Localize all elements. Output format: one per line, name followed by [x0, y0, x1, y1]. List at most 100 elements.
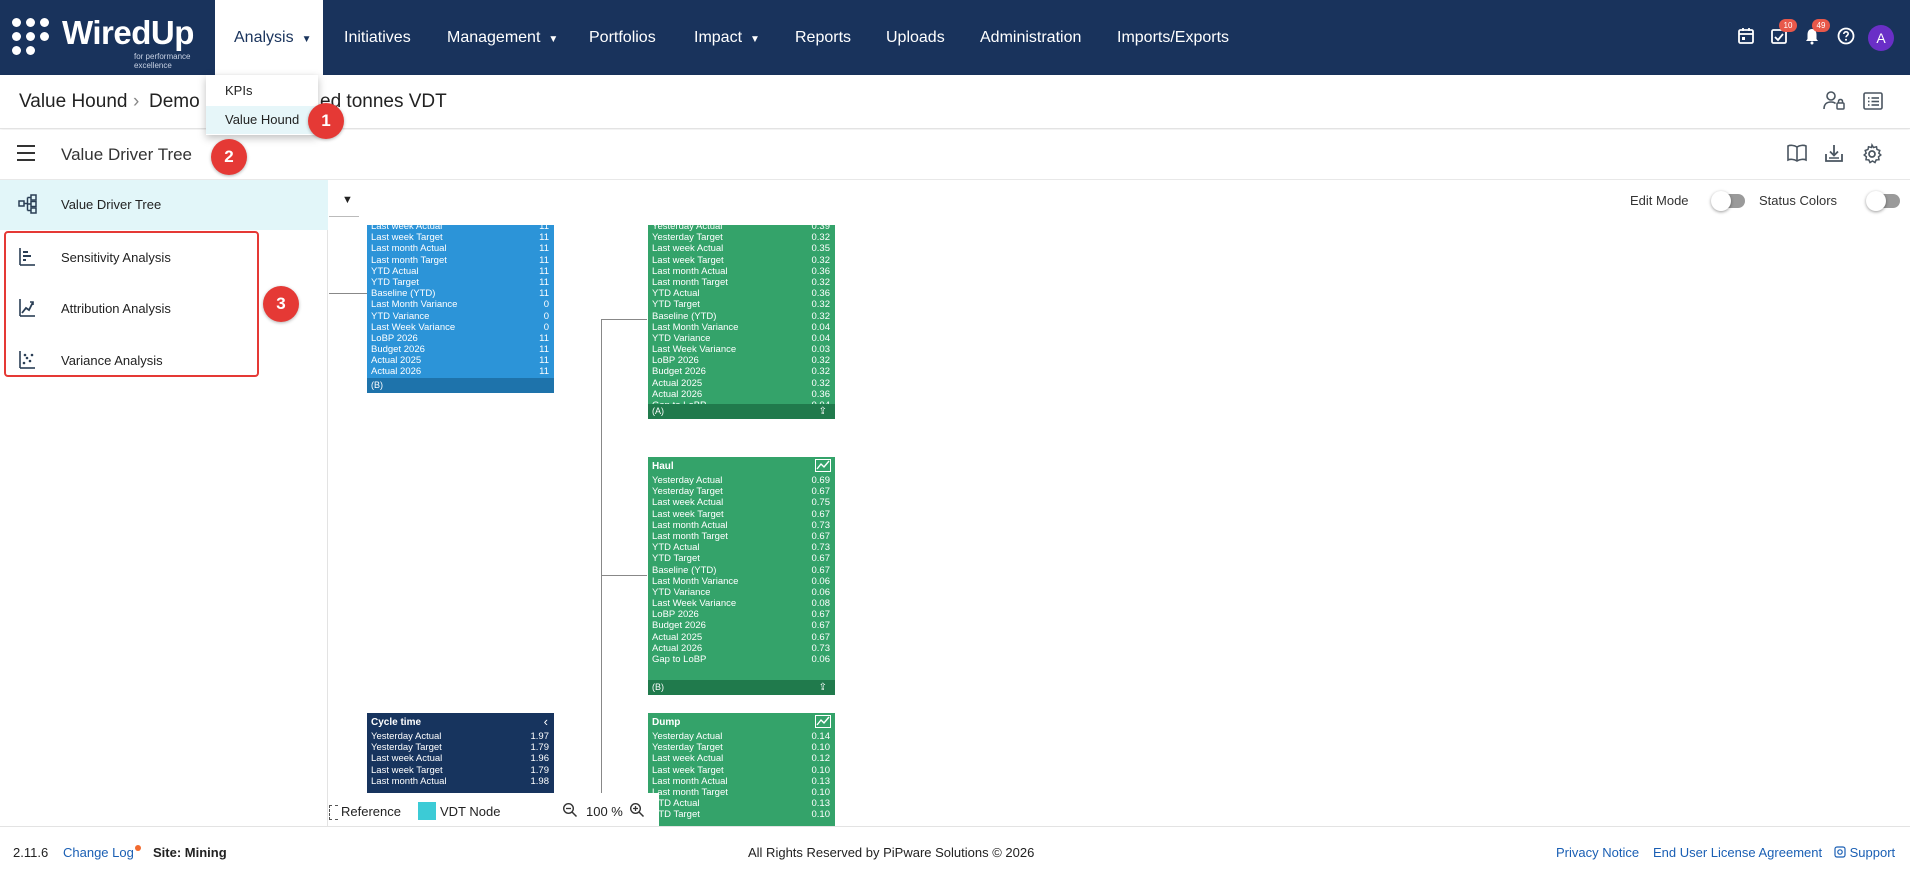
chevron-down-icon: ▼	[301, 34, 312, 45]
metric-value: 0	[543, 310, 549, 322]
vdt-node-green-top[interactable]: Yesterday Actual 0.39 Yesterday Target 0.32…	[648, 225, 835, 419]
node-metric-row: Last month Target 0.10	[648, 787, 835, 798]
chevron-right-icon: ›	[133, 91, 140, 112]
node-metric-row: Last week Target 0.32	[648, 255, 835, 266]
node-metric-row: Actual 2026 0.73	[648, 643, 835, 654]
tasks-icon[interactable]: 10	[1769, 19, 1797, 47]
support-label: Support	[1849, 845, 1896, 860]
metric-value: 11	[539, 254, 549, 266]
user-lock-icon[interactable]	[1822, 90, 1846, 114]
list-view-icon[interactable]	[1861, 90, 1885, 114]
vdt-canvas[interactable]: ▼ Edit Mode Status Colors Last week Actu…	[329, 180, 1910, 826]
nav-management[interactable]: Management ▼	[447, 0, 558, 75]
sidebar-item-sensitivity-analysis[interactable]: Sensitivity Analysis	[0, 233, 328, 283]
metric-label: Gap to LoBP	[652, 654, 707, 665]
site-label: Site: Mining	[153, 845, 227, 860]
node-footer: (B) ⇪	[648, 680, 835, 695]
metric-value: 0.10	[811, 809, 831, 821]
nav-portfolios[interactable]: Portfolios	[589, 29, 656, 46]
node-metric-row: LoBP 2026 0.67	[648, 609, 835, 620]
vdt-node-haul[interactable]: Haul Yesterday Actual 0.69 Yesterday Targe…	[648, 457, 835, 695]
sidebar-item-value-driver-tree[interactable]: Value Driver Tree	[0, 180, 328, 230]
menu-item-value-hound[interactable]: Value Hound	[206, 106, 318, 134]
analysis-options-highlight	[4, 231, 259, 377]
zoom-out-icon[interactable]	[562, 802, 578, 818]
metric-label: Last week Target	[371, 232, 443, 244]
metric-value: 0.06	[811, 575, 831, 587]
menu-item-kpis[interactable]: KPIs	[225, 83, 253, 98]
nav-initiatives[interactable]: Initiatives	[344, 29, 411, 46]
hamburger-menu-icon[interactable]	[17, 145, 35, 161]
chevron-down-icon[interactable]: ▼	[342, 194, 353, 206]
metric-value: 0.13	[811, 775, 831, 787]
chevron-left-icon[interactable]: ‹	[543, 714, 548, 729]
node-metric-row: Yesterday Target 0.67	[648, 486, 835, 497]
collapse-up-icon[interactable]: ⇪	[818, 682, 827, 693]
chart-icon[interactable]	[815, 715, 831, 728]
collapse-up-icon[interactable]: ⇪	[818, 406, 827, 417]
metric-label: Yesterday Actual	[652, 475, 723, 486]
breadcrumb-root[interactable]: Value Hound	[19, 91, 128, 112]
metric-value: 11	[539, 225, 549, 232]
sidebar-item-label: Value Driver Tree	[61, 197, 162, 212]
bell-icon[interactable]: 49	[1802, 19, 1830, 47]
vdt-node-dump[interactable]: Dump Yesterday Actual 0.14 Yesterday Targe…	[648, 713, 835, 826]
nav-impact[interactable]: Impact ▼	[694, 0, 760, 75]
metric-label: YTD Actual	[652, 798, 700, 810]
zoom-level: 100 %	[586, 804, 623, 819]
support-link[interactable]: Support	[1834, 845, 1895, 860]
book-icon[interactable]	[1785, 143, 1809, 167]
edit-mode-toggle[interactable]	[1711, 191, 1745, 211]
metric-value: 0.67	[811, 609, 831, 621]
metric-label: LoBP 2026	[652, 609, 699, 621]
eula-link[interactable]: End User License Agreement	[1653, 845, 1823, 860]
node-metric-row: Actual 2026 0.36	[648, 389, 835, 400]
metric-value: 0	[543, 321, 549, 333]
sidebar-item-attribution-analysis[interactable]: Attribution Analysis	[0, 284, 328, 334]
nav-analysis-label: Analysis	[234, 29, 294, 46]
chart-icon[interactable]	[815, 459, 831, 472]
metric-value: 11	[539, 288, 549, 300]
avatar[interactable]: A	[1868, 25, 1894, 51]
metric-label: Yesterday Actual	[652, 225, 723, 232]
changelog-link[interactable]: Change Log	[63, 845, 141, 860]
metric-value: 0.36	[811, 265, 831, 277]
metric-value: 0.06	[811, 654, 831, 665]
sidebar-item-variance-analysis[interactable]: Variance Analysis	[0, 336, 328, 386]
download-icon[interactable]	[1822, 143, 1846, 167]
node-metric-row: Last month Target 0.67	[648, 531, 835, 542]
nav-administration[interactable]: Administration	[980, 29, 1082, 46]
gear-icon[interactable]	[1860, 142, 1884, 167]
metric-label: Last week Actual	[371, 225, 443, 232]
nav-uploads[interactable]: Uploads	[886, 29, 945, 46]
metric-label: Actual 2026	[652, 642, 703, 654]
node-metric-row: Last week Target 1.79	[367, 765, 554, 776]
vdt-node-blue[interactable]: Last week Actual 11 Last week Target 11 Last…	[367, 225, 554, 393]
node-footer: (A) ⇪	[648, 404, 835, 419]
node-metric-row: Last Month Variance 0	[367, 299, 554, 310]
metric-label: YTD Target	[652, 553, 700, 565]
metric-label: Last month Actual	[371, 775, 447, 787]
zoom-in-icon[interactable]	[629, 802, 645, 818]
nav-reports[interactable]: Reports	[795, 29, 852, 46]
node-metric-row: Yesterday Target 0.32	[648, 232, 835, 243]
metric-value: 0.36	[811, 288, 831, 300]
calendar-icon[interactable]	[1736, 27, 1756, 47]
metric-value: 0.10	[811, 786, 831, 798]
metric-value: 0.08	[811, 598, 831, 610]
help-icon[interactable]	[1836, 27, 1856, 47]
node-metric-row: Last month Actual 0.36	[648, 266, 835, 277]
node-metric-row: YTD Actual 0.13	[648, 798, 835, 809]
nav-analysis[interactable]: Analysis ▼	[215, 0, 323, 75]
nav-imports-exports[interactable]: Imports/Exports	[1117, 29, 1230, 46]
node-metric-row: YTD Variance 0.04	[648, 333, 835, 344]
privacy-notice-link[interactable]: Privacy Notice	[1556, 845, 1640, 860]
node-metric-row: Last month Actual 11	[367, 243, 554, 254]
node-metric-row: Last week Target 11	[367, 232, 554, 243]
metric-value: 0.04	[811, 321, 831, 333]
status-colors-toggle[interactable]	[1866, 191, 1900, 211]
logo[interactable]: WiredUp for performance excellence	[12, 14, 212, 70]
edit-mode-label: Edit Mode	[1630, 193, 1689, 208]
chevron-down-icon: ▼	[548, 34, 559, 45]
metric-label: Last week Target	[371, 764, 443, 776]
